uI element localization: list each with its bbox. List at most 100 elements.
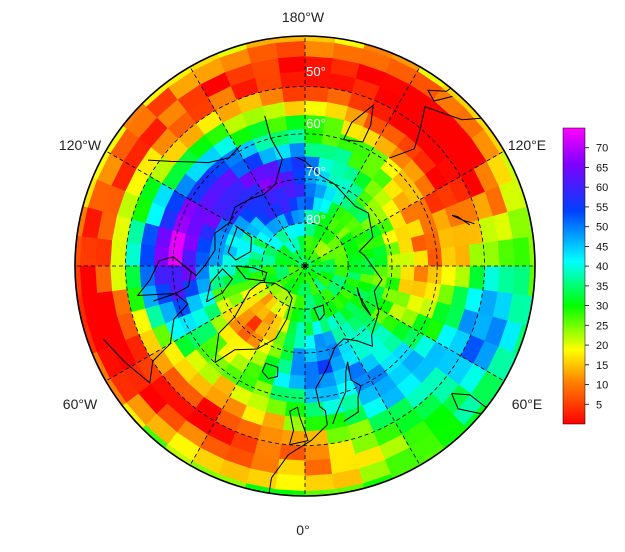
- coastline: [356, 286, 372, 317]
- meridian-line: [304, 150, 505, 267]
- heatmap-cell: [304, 488, 337, 496]
- heatmap-cell: [281, 86, 306, 103]
- heatmap-cell: [482, 240, 500, 267]
- heatmap-cell: [153, 245, 170, 267]
- lat-label-80: 80°: [306, 212, 326, 227]
- coastline: [332, 361, 362, 424]
- heatmap-cell: [288, 142, 306, 158]
- coastline: [389, 106, 482, 159]
- colorbar-tick-label: 10: [596, 380, 608, 392]
- coastline: [295, 156, 383, 313]
- colorbar-tick-label: 70: [596, 143, 608, 155]
- lon-label-120w: 120°W: [59, 137, 102, 153]
- heatmap-cell: [110, 240, 128, 267]
- lat-label-50: 50°: [306, 64, 326, 79]
- coastline: [451, 214, 475, 226]
- heatmap-cell: [153, 265, 170, 287]
- heatmap-cell: [75, 234, 83, 267]
- heatmap-cell: [284, 114, 306, 131]
- heatmap-cell: [426, 247, 443, 267]
- heatmap-cell: [304, 36, 337, 44]
- heatmap-cell: [275, 40, 306, 59]
- map-boundary: [74, 35, 536, 497]
- heatmap-cell: [497, 265, 515, 294]
- heatmap-cell: [304, 142, 322, 158]
- meridian-line: [189, 66, 306, 267]
- heatmap-cell: [277, 56, 306, 74]
- heatmap-cell: [273, 36, 306, 44]
- coastline: [313, 304, 325, 321]
- meridian-line: [304, 66, 421, 267]
- heatmap-cell: [360, 265, 375, 276]
- heatmap-cell: [304, 196, 315, 211]
- heatmap-cell: [426, 265, 443, 285]
- heatmap-cell: [386, 253, 402, 267]
- heatmap-cell: [304, 429, 329, 446]
- colorbar-tick-label: 25: [596, 320, 608, 332]
- heatmap-cell: [527, 265, 535, 298]
- colorbar-ticks: 5 10 15 20 25 30 35 40 45 50 55 60 65 70: [585, 143, 608, 411]
- heatmap-cell: [292, 347, 306, 363]
- heatmap-cell: [235, 256, 250, 267]
- latitude-circle: [125, 86, 485, 446]
- lon-label-180w: 180°W: [282, 9, 325, 25]
- heatmap-cell: [295, 321, 306, 336]
- colorbar-tick-label: 15: [596, 360, 608, 372]
- colorbar-tick-label: 35: [596, 281, 608, 293]
- heatmap-cell: [304, 374, 322, 390]
- heatmap-cell: [277, 458, 306, 476]
- heatmap-cell: [497, 238, 515, 267]
- heatmap-cell: [286, 128, 306, 145]
- colorbar-tick-label: 20: [596, 340, 608, 352]
- meridian-line: [105, 265, 306, 382]
- coastline: [235, 265, 268, 282]
- heatmap-cell: [195, 251, 211, 267]
- colorbar-tick-label: 55: [596, 202, 608, 214]
- lat-label-70: 70°: [306, 164, 326, 179]
- heatmap-cell: [527, 234, 535, 267]
- heatmap-cell: [454, 265, 471, 288]
- heatmap-cell: [292, 169, 306, 185]
- heatmap-cell: [273, 488, 306, 496]
- heatmap-cell: [222, 254, 237, 267]
- lon-label-60e: 60°E: [512, 396, 543, 412]
- heatmap-cell: [304, 443, 331, 461]
- heatmap-cell: [304, 360, 320, 376]
- colorbar-tick-label: 30: [596, 301, 608, 313]
- heatmap-cell: [440, 245, 457, 267]
- heatmap-cell: [304, 128, 324, 145]
- coastline: [261, 362, 279, 380]
- heatmap-cell: [95, 265, 113, 294]
- heatmap-cell: [304, 458, 333, 476]
- heatmap-cell: [512, 236, 531, 267]
- lon-label-0: 0°: [296, 522, 309, 538]
- colorbar-tick-label: 5: [596, 399, 602, 411]
- coastline: [147, 144, 242, 164]
- meridian-line: [304, 265, 421, 466]
- heatmap-cell: [95, 238, 113, 267]
- heatmap-cell: [290, 156, 306, 172]
- heatmap-cell: [79, 265, 98, 296]
- heatmap-cell: [304, 183, 317, 198]
- heatmap-cell: [304, 473, 335, 492]
- heatmap-cell: [304, 40, 335, 59]
- meridian-line: [304, 265, 505, 382]
- heatmap-cell: [75, 265, 83, 298]
- colorbar-tick-label: 65: [596, 163, 608, 175]
- heatmap-cell: [304, 387, 324, 404]
- heatmap-cell: [304, 401, 326, 418]
- heatmap-cell: [399, 251, 415, 267]
- heatmap-cell: [279, 71, 306, 89]
- heatmap-cell: [139, 265, 156, 288]
- heatmap-cell: [482, 265, 500, 292]
- latitude-circle: [172, 133, 438, 399]
- heatmap-cell: [286, 387, 306, 404]
- graticule: [75, 36, 535, 496]
- heatmap-cell: [110, 265, 128, 292]
- heatmap-cell: [413, 265, 429, 283]
- heatmap-cell: [125, 242, 142, 267]
- coastline: [206, 268, 234, 303]
- colorbar-tick-label: 45: [596, 241, 608, 253]
- heatmap-cell: [304, 347, 318, 363]
